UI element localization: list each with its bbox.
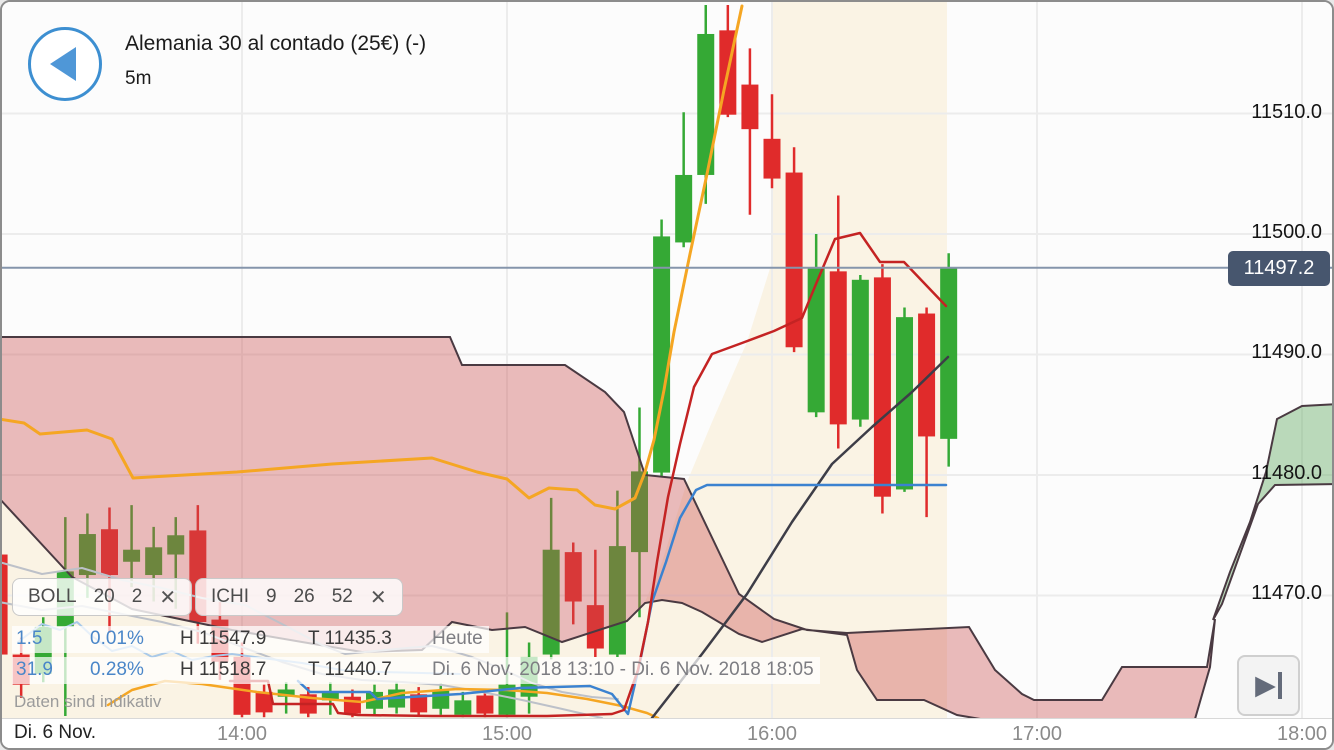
change-value: 31.9	[12, 656, 86, 684]
ichi-param-3: 52	[331, 586, 353, 607]
close-icon[interactable]: ✕	[159, 586, 177, 609]
ichi-param-1: 9	[266, 586, 277, 607]
low-value: T 11440.7	[304, 656, 428, 684]
disclaimer-text: Daten sind indikativ	[14, 692, 162, 711]
back-button[interactable]	[28, 27, 102, 101]
timeframe-label: 5m	[125, 68, 152, 89]
ichi-label: ICHI	[211, 586, 249, 607]
price-tick: 11470.0	[1251, 582, 1322, 604]
skip-to-end-icon-bar	[1277, 672, 1282, 699]
time-tick: 14:00	[216, 723, 268, 745]
close-icon[interactable]: ✕	[369, 586, 387, 609]
change-percent: 0.28%	[86, 656, 176, 684]
high-value: H 11518.7	[176, 656, 304, 684]
time-tick: 15:00	[481, 723, 533, 745]
back-arrow-icon	[50, 47, 76, 81]
price-tick: 11500.0	[1251, 221, 1322, 243]
boll-param-stddev: 2	[131, 586, 143, 607]
boll-label: BOLL	[28, 586, 77, 607]
indicator-chip-ichi[interactable]: ICHI 9 26 52 ✕	[195, 578, 403, 616]
high-value: H 11547.9	[176, 625, 304, 653]
stats-row-today: 1.5 0.01% H 11547.9 T 11435.3 Heute	[12, 624, 489, 654]
skip-to-end-icon: ▶	[1255, 670, 1276, 700]
boll-param-period: 20	[93, 586, 115, 607]
time-tick: 16:00	[746, 723, 798, 745]
skip-to-latest-button[interactable]: ▶	[1237, 655, 1300, 716]
time-tick: 17:00	[1011, 723, 1063, 745]
period-label: Di. 6 Nov. 2018 13:10 - Di. 6 Nov. 2018 …	[428, 656, 820, 684]
change-percent: 0.01%	[86, 625, 176, 653]
date-label: Di. 6 Nov.	[14, 722, 97, 743]
time-tick: 18:00	[1276, 723, 1328, 745]
stats-row-range: 31.9 0.28% H 11518.7 T 11440.7 Di. 6 Nov…	[12, 655, 820, 685]
instrument-title: Alemania 30 al contado (25€) (-)	[125, 32, 427, 55]
change-value: 1.5	[12, 625, 86, 653]
price-tick: 11490.0	[1251, 341, 1322, 363]
price-tick: 11480.0	[1251, 462, 1322, 484]
indicator-chip-boll[interactable]: BOLL 20 2 ✕	[12, 578, 193, 616]
price-tick: 11510.0	[1251, 101, 1322, 123]
time-axis-bar[interactable]: Di. 6 Nov. 14:00 15:00 16:00 17:00 18:00	[2, 718, 1332, 748]
low-value: T 11435.3	[304, 625, 428, 653]
period-label: Heute	[428, 625, 489, 653]
current-price-badge: 11497.2	[1228, 251, 1330, 286]
ichi-param-2: 26	[293, 586, 315, 607]
